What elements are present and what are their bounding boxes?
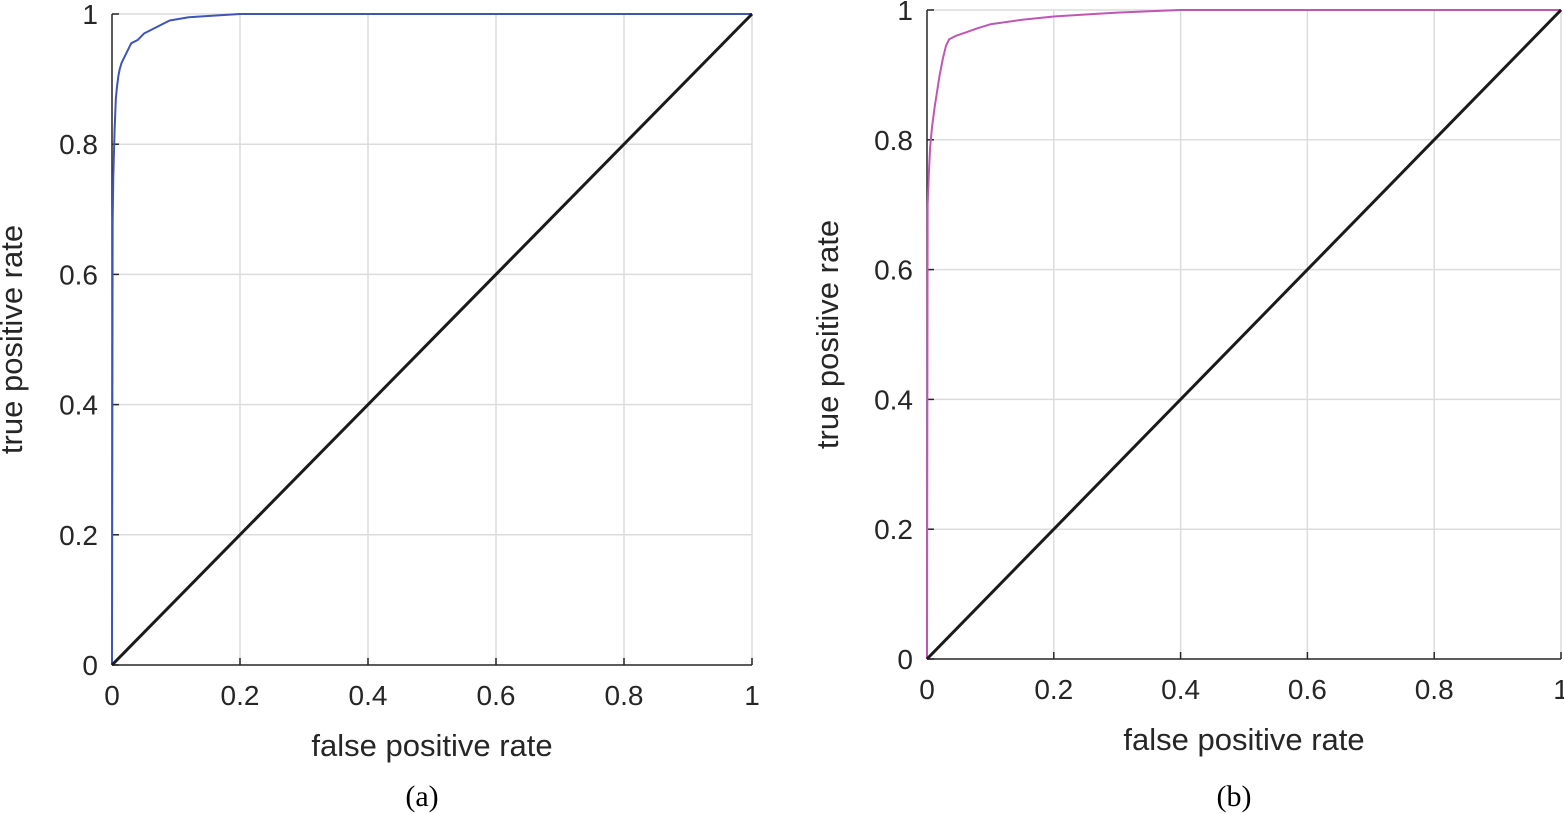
y-tick-label: 0.2 [59, 520, 98, 551]
y-axis-label: true positive rate [810, 220, 845, 449]
chance-diagonal-line [110, 12, 754, 667]
roc-panel-a: 0 0.2 0.4 0.6 0.8 1 0 0.2 0.4 0.6 0.8 1 false positi… [0, 0, 760, 813]
y-tick-label: 0.8 [874, 125, 913, 156]
panel-caption: (b) [1217, 780, 1252, 813]
x-tick-label: 0.2 [1034, 674, 1073, 705]
y-tick-label: 0.2 [874, 514, 913, 545]
panel-caption: (a) [405, 780, 438, 813]
x-tick-label: 0.6 [477, 680, 516, 711]
x-tick-label: 0.6 [1288, 674, 1327, 705]
y-tick-label: 0.8 [59, 129, 98, 160]
roc-curve [111, 13, 752, 666]
x-axis-label: false positive rate [311, 728, 552, 763]
y-tick-label: 1 [82, 0, 98, 30]
x-tick-label: 0 [919, 674, 935, 705]
x-tick-label: 0.8 [605, 680, 644, 711]
x-tick-label: 1 [744, 680, 760, 711]
x-tick-label: 0.4 [349, 680, 388, 711]
x-axis-label: false positive rate [1123, 722, 1364, 757]
x-tick-label: 0 [104, 680, 120, 711]
y-tick-label: 0.4 [874, 384, 913, 415]
x-tick-label: 0.4 [1161, 674, 1200, 705]
y-tick-label: 0 [82, 650, 98, 681]
roc-curve [926, 9, 1561, 660]
y-tick-label: 0.6 [874, 255, 913, 286]
y-tick-label: 0.6 [59, 259, 98, 290]
roc-panel-b: 0 0.2 0.4 0.6 0.8 1 0 0.2 0.4 0.6 0.8 1 false positi… [810, 0, 1564, 813]
chance-diagonal-line [925, 8, 1563, 661]
y-tick-label: 0.4 [59, 390, 98, 421]
x-tick-label: 0.8 [1415, 674, 1454, 705]
x-tick-label: 0.2 [221, 680, 260, 711]
y-tick-label: 0 [897, 644, 913, 675]
y-axis-label: true positive rate [0, 225, 29, 454]
y-tick-label: 1 [897, 0, 913, 26]
x-tick-label: 1 [1553, 674, 1564, 705]
